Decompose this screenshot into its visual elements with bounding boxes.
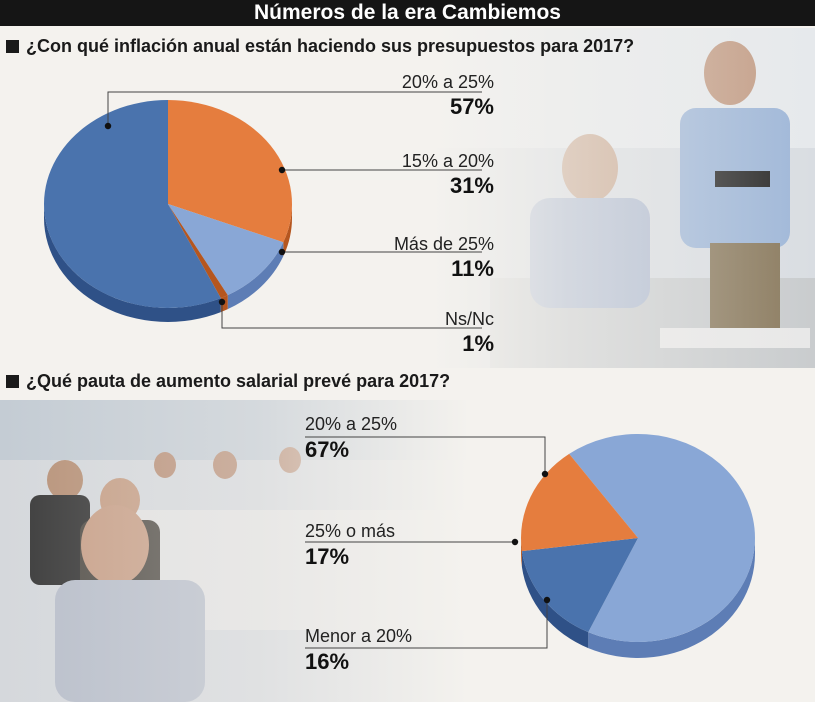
- pie2-side-1: [521, 538, 522, 568]
- page-title: Números de la era Cambiemos: [0, 0, 815, 26]
- meeting-photo-bottom: [0, 400, 470, 702]
- square-bullet-icon: [6, 375, 19, 388]
- chart1-label-mas-25: Más de 25%: [393, 234, 494, 254]
- pie1-leader-dot-1: [278, 166, 286, 174]
- chart2-value-20-25: 67%: [305, 437, 350, 462]
- pie1-leader-dot-3: [218, 298, 226, 306]
- pie2-leader-2: [305, 600, 548, 649]
- pie1-slice-2: [168, 204, 284, 296]
- pie1-side-2: [227, 242, 284, 310]
- question-inflation-text: ¿Con qué inflación anual están haciendo …: [26, 36, 635, 56]
- pie2-slice-2: [521, 538, 638, 633]
- chart1-label-20-25: 20% a 25%: [401, 72, 494, 92]
- pie1-leader-dot-0: [104, 122, 112, 130]
- chart1-label-nsnc: Ns/Nc: [445, 309, 494, 329]
- pie-chart-1: [43, 100, 292, 322]
- chart1-value-15-20: 31%: [449, 173, 494, 198]
- pie1-leader-3: [221, 302, 482, 329]
- pie-chart-2: [521, 434, 756, 658]
- chart1-label-15-20: 15% a 20%: [401, 151, 494, 171]
- pie2-leader-dot-0: [541, 470, 549, 478]
- pie1-slice-1: [168, 100, 292, 243]
- question-salary: ¿Qué pauta de aumento salarial prevé par…: [6, 371, 450, 392]
- meeting-photo-top: [430, 28, 815, 368]
- chart2-value-menor-20: 16%: [305, 649, 350, 674]
- pie2-slice-0: [569, 434, 756, 642]
- pie2-leader-dot-1: [511, 538, 519, 546]
- pie1-leader-dot-2: [278, 248, 286, 256]
- pie2-side-0: [588, 538, 755, 658]
- chart1-value-20-25: 57%: [449, 94, 494, 119]
- question-salary-text: ¿Qué pauta de aumento salarial prevé par…: [26, 371, 451, 391]
- chart1-value-nsnc: 1%: [462, 331, 494, 356]
- pie1-leader-0: [107, 91, 482, 126]
- pie2-leader-0: [305, 436, 546, 474]
- chart2-value-25-mas: 17%: [305, 544, 350, 569]
- question-inflation: ¿Con qué inflación anual están haciendo …: [6, 36, 634, 57]
- pie1-slice-3: [168, 204, 228, 299]
- chart1-value-mas-25: 11%: [451, 256, 494, 281]
- chart2-label-menor-20: Menor a 20%: [305, 626, 413, 646]
- pie2-slice-1: [521, 453, 638, 552]
- chart2-label-20-25: 20% a 25%: [305, 414, 398, 434]
- pie1-side-1: [283, 204, 292, 257]
- pie2-side-2: [521, 551, 589, 649]
- chart2-label-25-mas: 25% o más: [305, 521, 396, 541]
- pie1-side-0: [44, 204, 221, 322]
- pie1-slice-0: [43, 100, 221, 309]
- square-bullet-icon: [6, 40, 19, 53]
- pie2-leader-dot-2: [543, 596, 551, 604]
